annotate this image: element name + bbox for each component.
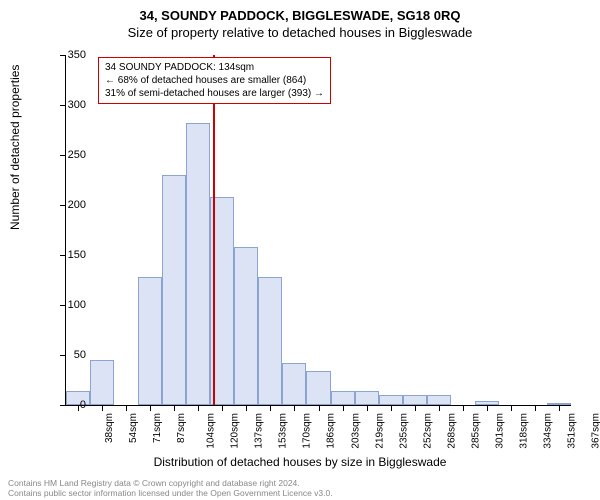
histogram-bar [403,395,427,405]
x-tick [150,405,151,411]
annotation-line: ← 68% of detached houses are smaller (86… [105,74,324,87]
x-tick-label: 87sqm [176,413,187,443]
x-tick-label: 120sqm [230,413,241,449]
x-tick [246,405,247,411]
reference-line [213,55,215,405]
x-tick-label: 334sqm [542,413,553,449]
footer-line2: Contains public sector information licen… [8,488,333,498]
y-tick-label: 200 [68,199,86,211]
x-tick-label: 38sqm [104,413,115,443]
x-tick [126,405,127,411]
histogram-bar [379,395,403,405]
histogram-bar [306,371,330,405]
histogram-bar [162,175,186,405]
x-tick-label: 367sqm [591,413,600,449]
x-tick [487,405,488,411]
y-tick [60,405,66,406]
x-tick-label: 285sqm [470,413,481,449]
histogram-bar [427,395,451,405]
x-tick [511,405,512,411]
y-tick-label: 250 [68,149,86,161]
histogram-bar [186,123,210,405]
x-tick-label: 318sqm [518,413,529,449]
x-tick [559,405,560,411]
histogram-bar [90,360,114,405]
y-tick [60,205,66,206]
y-tick-label: 150 [68,249,86,261]
y-tick-label: 300 [68,99,86,111]
histogram-bar [355,391,379,405]
x-tick [319,405,320,411]
histogram-bar [258,277,282,405]
x-tick [463,405,464,411]
y-tick-label: 100 [68,299,86,311]
x-tick-label: 268sqm [446,413,457,449]
x-tick [439,405,440,411]
x-tick [367,405,368,411]
x-tick [343,405,344,411]
x-tick-label: 137sqm [254,413,265,449]
x-tick [78,405,79,411]
x-tick-label: 186sqm [326,413,337,449]
x-tick [535,405,536,411]
x-tick-label: 153sqm [278,413,289,449]
annotation-line: 34 SOUNDY PADDOCK: 134sqm [105,61,324,74]
annotation-box: 34 SOUNDY PADDOCK: 134sqm← 68% of detach… [98,57,331,104]
x-tick-label: 71sqm [152,413,163,443]
histogram-bar [138,277,162,405]
x-tick-label: 170sqm [302,413,313,449]
x-tick [102,405,103,411]
x-tick-label: 235sqm [398,413,409,449]
y-tick-label: 0 [80,399,86,411]
y-tick [60,255,66,256]
y-axis-title: Number of detached properties [8,65,22,230]
histogram-bar [234,247,258,405]
y-tick [60,305,66,306]
y-tick [60,155,66,156]
y-tick [60,105,66,106]
y-tick-label: 50 [74,349,86,361]
histogram-bar [331,391,355,405]
chart-container: 34, SOUNDY PADDOCK, BIGGLESWADE, SG18 0R… [0,0,600,500]
x-tick-label: 252sqm [422,413,433,449]
x-tick [174,405,175,411]
x-tick [270,405,271,411]
x-tick-label: 219sqm [374,413,385,449]
footer-line1: Contains HM Land Registry data © Crown c… [8,478,333,488]
x-tick [391,405,392,411]
y-tick [60,55,66,56]
x-tick [198,405,199,411]
x-tick [294,405,295,411]
x-tick-label: 54sqm [128,413,139,443]
x-axis-title: Distribution of detached houses by size … [0,455,600,469]
y-tick-label: 350 [68,49,86,61]
sub-title: Size of property relative to detached ho… [0,23,600,40]
footer-attribution: Contains HM Land Registry data © Crown c… [8,478,333,498]
annotation-line: 31% of semi-detached houses are larger (… [105,87,324,100]
x-tick-label: 203sqm [350,413,361,449]
x-tick-label: 351sqm [567,413,578,449]
chart-plot-area: 34 SOUNDY PADDOCK: 134sqm← 68% of detach… [65,55,571,406]
x-tick-label: 104sqm [206,413,217,449]
histogram-bar [282,363,306,405]
main-title: 34, SOUNDY PADDOCK, BIGGLESWADE, SG18 0R… [0,0,600,23]
x-tick [415,405,416,411]
x-tick-label: 301sqm [494,413,505,449]
x-tick [222,405,223,411]
histogram-bar [66,391,90,405]
y-tick [60,355,66,356]
